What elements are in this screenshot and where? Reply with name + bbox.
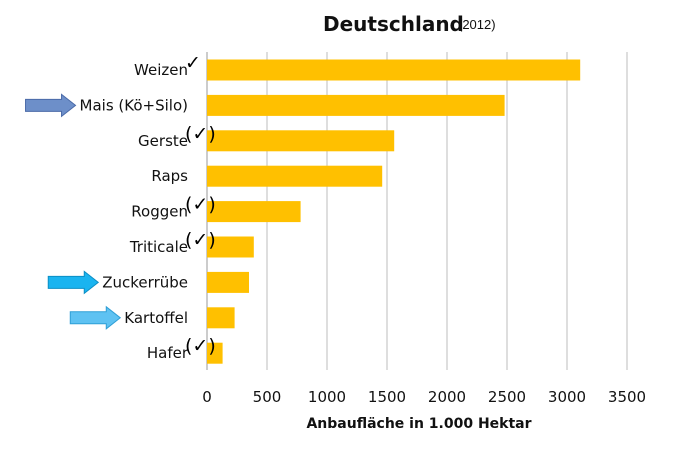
annotation-marks: ✓ (✓) (✓) (✓) (✓) — [185, 52, 216, 357]
category-label: Zuckerrübe — [102, 273, 188, 291]
x-tick-label: 2000 — [428, 388, 466, 406]
x-tick-label: 500 — [253, 388, 282, 406]
arrows — [25, 93, 122, 330]
bar — [207, 130, 395, 152]
x-tick-label: 1500 — [368, 388, 406, 406]
bar — [207, 59, 581, 81]
bar — [207, 307, 235, 329]
x-tick-label: 3500 — [608, 388, 646, 406]
x-tick-label: 2500 — [488, 388, 526, 406]
x-tick-label: 3000 — [548, 388, 586, 406]
chart-subtitle: (2012) — [458, 17, 496, 32]
x-axis-title: Anbaufläche in 1.000 Hektar — [306, 416, 531, 432]
check-mark-icon: (✓) — [185, 194, 216, 216]
bar — [207, 201, 301, 223]
bar — [207, 342, 223, 364]
chart-title: Deutschland — [323, 12, 464, 36]
check-mark-icon: ✓ — [185, 52, 201, 74]
category-label: Kartoffel — [124, 309, 188, 327]
check-mark-icon: (✓) — [185, 229, 216, 251]
x-tick-label: 0 — [202, 388, 212, 406]
x-tick-label: 1000 — [308, 388, 346, 406]
category-label: Roggen — [131, 203, 188, 221]
bar — [207, 165, 383, 187]
category-label: Raps — [151, 167, 188, 185]
check-mark-icon: (✓) — [185, 123, 216, 145]
bar — [207, 271, 249, 293]
category-label: Gerste — [138, 132, 188, 150]
check-mark-icon: (✓) — [185, 335, 216, 357]
x-tick-labels: 0 500 1000 1500 2000 2500 3000 3500 — [202, 388, 646, 406]
arrow-right-icon — [69, 305, 122, 330]
arrow-right-icon — [25, 93, 77, 118]
category-label: Triticale — [129, 238, 188, 256]
category-label: Mais (Kö+Silo) — [80, 96, 188, 114]
category-label: Weizen — [134, 61, 188, 79]
category-labels: Weizen Mais (Kö+Silo) Gerste Raps Roggen Trit… — [80, 61, 189, 362]
bar — [207, 236, 254, 258]
category-label: Hafer — [147, 344, 189, 362]
bar — [207, 94, 505, 116]
bars — [207, 59, 581, 364]
arrow-right-icon — [47, 270, 100, 295]
